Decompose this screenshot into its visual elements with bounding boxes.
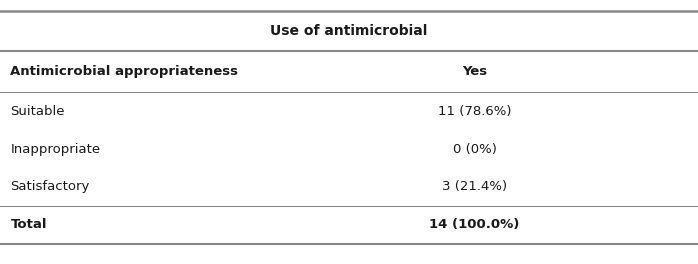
Text: 14 (100.0%): 14 (100.0%) (429, 218, 520, 231)
Text: Antimicrobial appropriateness: Antimicrobial appropriateness (10, 65, 239, 78)
Text: Use of antimicrobial: Use of antimicrobial (270, 24, 428, 38)
Text: Suitable: Suitable (10, 105, 65, 118)
Text: Total: Total (10, 218, 47, 231)
Text: Inappropriate: Inappropriate (10, 143, 101, 155)
Text: 3 (21.4%): 3 (21.4%) (442, 180, 507, 193)
Text: 11 (78.6%): 11 (78.6%) (438, 105, 512, 118)
Text: Satisfactory: Satisfactory (10, 180, 90, 193)
Text: 0 (0%): 0 (0%) (453, 143, 496, 155)
Text: Yes: Yes (462, 65, 487, 78)
